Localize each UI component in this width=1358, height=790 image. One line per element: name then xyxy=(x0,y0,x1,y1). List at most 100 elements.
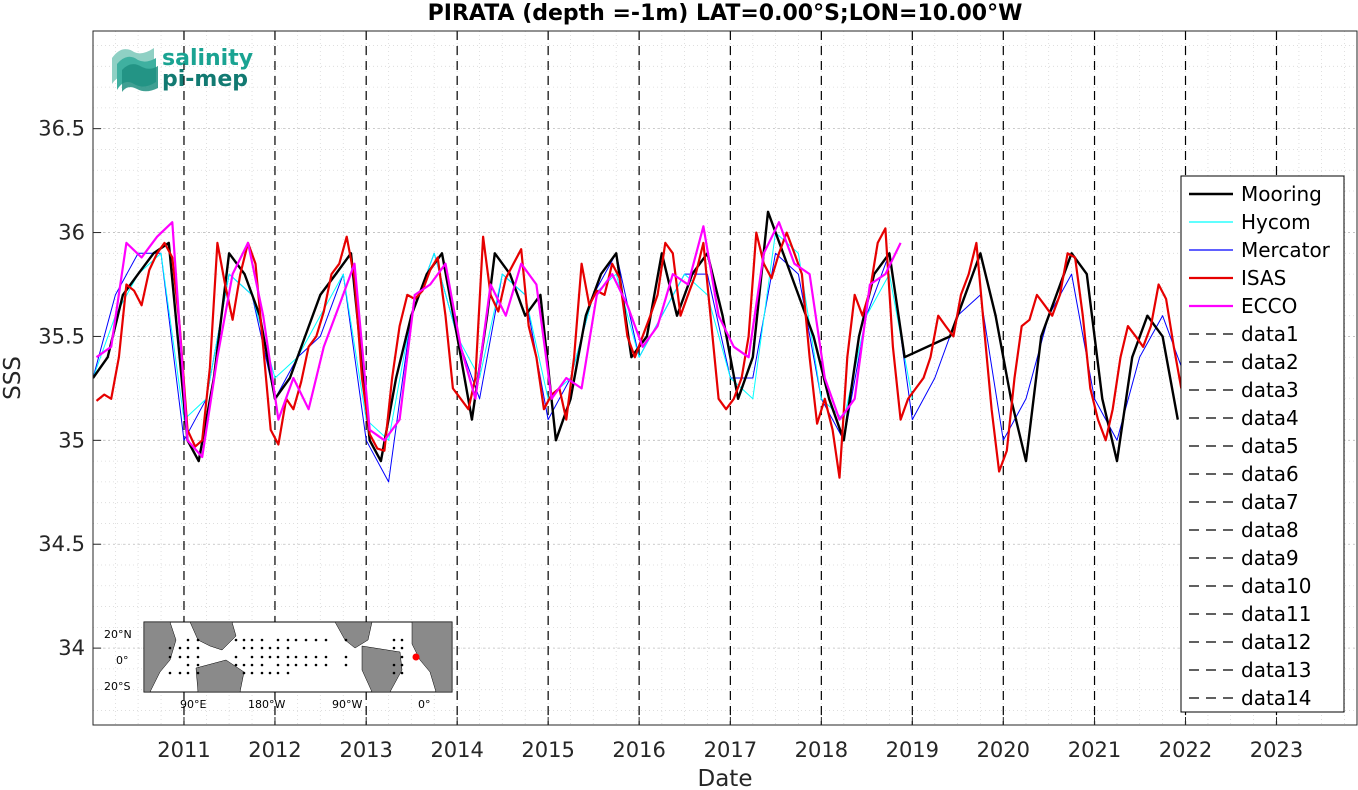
x-tick-label: 2013 xyxy=(339,738,392,762)
mooring-dot xyxy=(294,655,298,659)
map-lat-label-north: 20°N xyxy=(104,628,132,641)
legend-label: data6 xyxy=(1241,462,1299,486)
series-layer xyxy=(93,210,1186,483)
legend-label: ECCO xyxy=(1241,294,1297,318)
mooring-dot xyxy=(242,638,246,642)
mooring-dot xyxy=(178,646,182,650)
logo-line-1: salinity xyxy=(162,46,253,71)
mooring-dot xyxy=(196,646,200,650)
mooring-dot xyxy=(304,655,308,659)
mooring-dot xyxy=(186,655,190,659)
inset-map-ocean xyxy=(143,621,453,693)
mooring-dot xyxy=(392,638,396,642)
legend: Mooring Hycom Mercator ISAS ECCO data1 data2 da… xyxy=(1180,175,1345,713)
mooring-dot xyxy=(196,671,200,675)
x-tick-label: 2018 xyxy=(795,738,848,762)
mooring-dot xyxy=(260,638,264,642)
x-tick-label: 2017 xyxy=(704,738,757,762)
map-lat-label-south: 20°S xyxy=(104,680,130,693)
mooring-dot xyxy=(242,663,246,667)
mooring-dot xyxy=(276,646,280,650)
mooring-dot xyxy=(276,638,280,642)
mooring-dot xyxy=(260,646,264,650)
salinity-pimep-logo: salinity pi-mep xyxy=(112,46,253,92)
x-tick-label: 2011 xyxy=(157,738,210,762)
series-line-ecco xyxy=(95,221,902,459)
mooring-dot xyxy=(400,671,404,675)
x-axis-title: Date xyxy=(698,766,753,790)
mooring-dot xyxy=(400,663,404,667)
x-tick-label: 2015 xyxy=(521,738,574,762)
mooring-dot xyxy=(186,638,190,642)
legend-label: data14 xyxy=(1241,686,1312,710)
mooring-dot xyxy=(276,663,280,667)
map-lon-label-90w: 90°W xyxy=(332,698,362,711)
mooring-dot xyxy=(344,638,348,642)
legend-label: data11 xyxy=(1241,602,1312,626)
y-axis-title: SSS xyxy=(0,356,26,400)
mooring-dot xyxy=(314,663,318,667)
legend-label: data5 xyxy=(1241,434,1299,458)
mooring-dot xyxy=(344,655,348,659)
mooring-dot xyxy=(314,655,318,659)
x-tick-label: 2022 xyxy=(1159,738,1212,762)
mooring-dot xyxy=(268,671,272,675)
legend-items: Mooring Hycom Mercator ISAS ECCO data1 data2 da… xyxy=(1189,182,1331,710)
y-tick-label: 36 xyxy=(58,221,85,245)
series-line-mooring xyxy=(93,210,1179,463)
mooring-dot xyxy=(286,638,290,642)
x-axis-ticks: 2011 2012 2013 2014 2015 2016 2017 2018 2019 2020… xyxy=(157,717,1303,762)
mooring-dot xyxy=(286,655,290,659)
mooring-dot xyxy=(250,638,254,642)
mooring-dot xyxy=(250,671,254,675)
chart-title: PIRATA (depth =-1m) LAT=0.00°S;LON=10.00… xyxy=(428,1,1023,26)
y-tick-label: 36.5 xyxy=(38,117,85,141)
mooring-dot xyxy=(268,655,272,659)
x-tick-label: 2021 xyxy=(1068,738,1121,762)
legend-label: data8 xyxy=(1241,518,1299,542)
legend-label: data1 xyxy=(1241,322,1299,346)
mooring-dot xyxy=(260,671,264,675)
y-tick-label: 34 xyxy=(58,636,85,660)
mooring-dot xyxy=(186,671,190,675)
x-tick-label: 2014 xyxy=(430,738,483,762)
y-axis-ticks: 34 34.5 35 35.5 36 36.5 xyxy=(38,117,101,660)
mooring-dot xyxy=(168,671,172,675)
legend-label: data3 xyxy=(1241,378,1299,402)
legend-label: data4 xyxy=(1241,406,1299,430)
inset-location-map: 20°N 0° 20°S 90°E 180°W 90°W 0° xyxy=(104,621,453,711)
mooring-dot xyxy=(196,655,200,659)
mooring-dot xyxy=(242,646,246,650)
legend-label: ISAS xyxy=(1241,266,1286,290)
legend-label: Mooring xyxy=(1241,182,1322,206)
map-lon-label-180w: 180°W xyxy=(248,698,285,711)
mooring-dot xyxy=(234,638,238,642)
mooring-dot xyxy=(392,663,396,667)
mooring-dot xyxy=(168,646,172,650)
logo-line-2: pi-mep xyxy=(162,67,248,92)
mooring-dot xyxy=(400,655,404,659)
mooring-dot xyxy=(400,638,404,642)
mooring-dot xyxy=(186,646,190,650)
series-line-isas xyxy=(95,227,1183,479)
y-tick-label: 35 xyxy=(58,428,85,452)
mooring-dot xyxy=(234,655,238,659)
mooring-dot xyxy=(392,671,396,675)
major-grid xyxy=(93,128,1357,649)
x-tick-label: 2020 xyxy=(977,738,1030,762)
legend-label: data2 xyxy=(1241,350,1299,374)
legend-label: data10 xyxy=(1241,574,1312,598)
legend-label: Mercator xyxy=(1241,238,1331,262)
mooring-dot xyxy=(234,663,238,667)
mooring-dot xyxy=(196,663,200,667)
mooring-array-dots xyxy=(168,638,404,675)
mooring-dot xyxy=(286,663,290,667)
mooring-dot xyxy=(178,655,182,659)
mooring-dot xyxy=(324,655,328,659)
mooring-dot xyxy=(294,638,298,642)
legend-label: data12 xyxy=(1241,630,1312,654)
mooring-dot xyxy=(250,663,254,667)
mooring-dot xyxy=(186,663,190,667)
y-tick-label: 35.5 xyxy=(38,324,85,348)
